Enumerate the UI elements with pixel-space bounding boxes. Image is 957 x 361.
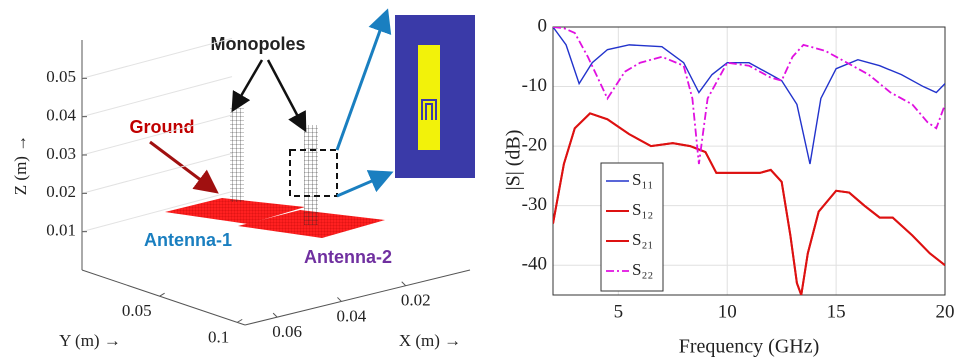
annotation: Monopoles [211, 34, 306, 54]
annotation: Antenna-1 [144, 230, 232, 250]
legend-label: S₂₂ [632, 260, 653, 279]
y-tick-label: -20 [522, 134, 547, 155]
pointer-arrow [150, 142, 214, 190]
grid-line [82, 77, 232, 117]
axis-label: Frequency (GHz) [679, 336, 820, 358]
axis-edge [82, 270, 245, 325]
y-tick-label: -40 [522, 254, 547, 275]
inset-strip [418, 45, 440, 150]
pointer-arrow [268, 60, 304, 128]
z-tick-label: 0.05 [46, 67, 76, 86]
tick-mark [337, 297, 341, 301]
axis-label: Y (m) → [59, 331, 121, 350]
y-tick-label: 0.05 [122, 301, 152, 320]
y-tick-label: -10 [522, 75, 547, 96]
axis-label: X (m) → [399, 331, 461, 350]
zoom-arrow [337, 174, 388, 196]
x-tick-label: 15 [827, 301, 846, 322]
monopole [230, 108, 244, 202]
z-tick-label: 0.04 [46, 106, 76, 125]
legend-label: S₁₁ [632, 170, 653, 189]
tick-mark [273, 313, 277, 317]
x-tick-label: 10 [718, 301, 737, 322]
tick-mark [237, 319, 242, 322]
z-tick-label: 0.01 [46, 221, 76, 240]
series-line [553, 27, 945, 164]
x-tick-label: 5 [614, 301, 624, 322]
monopole [304, 125, 318, 225]
z-tick-label: 0.02 [46, 182, 76, 201]
series-line [553, 27, 945, 164]
grid-line [82, 38, 232, 78]
zoom-arrow [337, 14, 386, 150]
tick-mark [402, 282, 406, 286]
x-tick-label: 0.06 [272, 322, 302, 341]
legend-label: S₁₂ [632, 200, 653, 219]
y-tick-label: 0 [538, 15, 548, 36]
axis-label: Z (m) → [11, 135, 30, 195]
x-tick-label: 0.04 [337, 306, 367, 325]
y-tick-label: -30 [522, 194, 547, 215]
scene [82, 14, 475, 325]
figure: Monopoles Ground Antenna-1 Antenna-2 Z (… [0, 0, 957, 361]
y-tick-label: 0.1 [208, 327, 229, 346]
annotation: Antenna-2 [304, 247, 392, 267]
x-tick-label: 0.02 [401, 291, 431, 310]
tick-mark [160, 293, 165, 296]
z-tick-label: 0.03 [46, 144, 76, 163]
pointer-arrow [234, 60, 262, 108]
legend-label: S₂₁ [632, 230, 653, 249]
x-tick-label: 20 [936, 301, 955, 322]
